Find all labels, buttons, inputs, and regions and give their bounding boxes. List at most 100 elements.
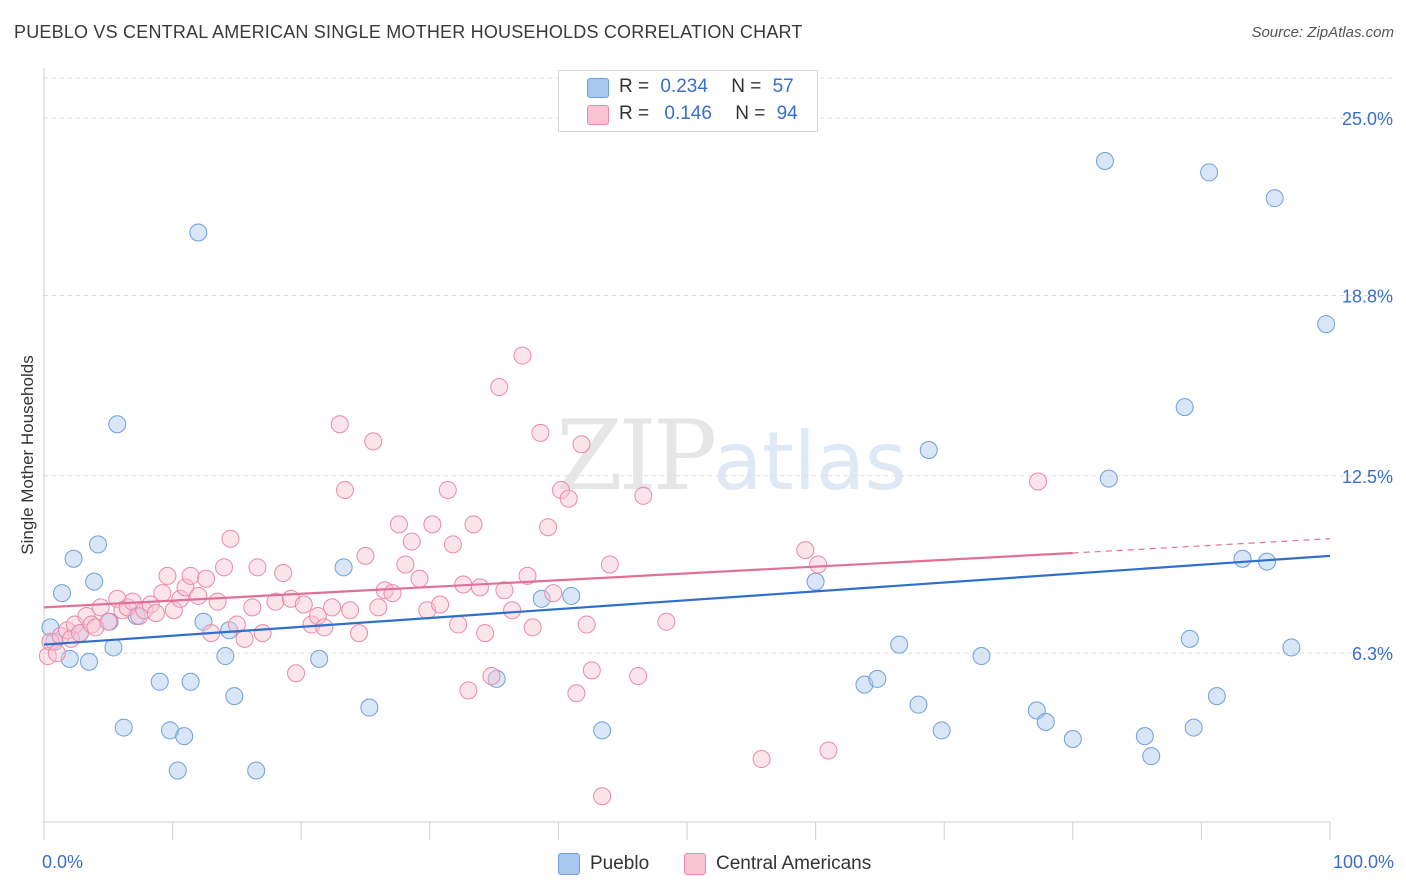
central-american-point	[482, 667, 501, 686]
central-american-point	[248, 558, 267, 577]
pueblo-point	[1265, 189, 1284, 208]
central-american-point	[796, 541, 815, 560]
pueblo-point	[85, 572, 104, 591]
pueblo-point	[932, 721, 951, 740]
central-american-point	[341, 601, 360, 620]
central-american-point	[559, 489, 578, 508]
central-american-point	[423, 515, 442, 534]
pueblo-point	[806, 572, 825, 591]
central-american-point	[146, 604, 165, 623]
central-american-point	[819, 741, 838, 760]
y-axis-title: Single Mother Households	[18, 355, 37, 555]
central-american-point	[449, 615, 468, 634]
pueblo-point	[1317, 315, 1336, 334]
central-american-point	[274, 564, 293, 583]
central-american-point	[287, 664, 306, 683]
central-american-point	[389, 515, 408, 534]
series-legend-central: Central Americans	[684, 852, 871, 876]
pueblo-point	[1142, 747, 1161, 766]
pueblo-point	[114, 718, 133, 737]
pueblo-point	[1184, 718, 1203, 737]
central-american-point	[629, 667, 648, 686]
legend-swatch-pueblo	[587, 78, 609, 98]
pueblo-point	[593, 721, 612, 740]
x-axis-label-left: 0.0%	[42, 852, 84, 872]
central-american-point	[176, 578, 195, 597]
legend-r-label: R =	[619, 76, 650, 97]
legend-n-value: 57	[772, 76, 794, 97]
central-american-point	[476, 624, 495, 643]
central-american-point	[539, 518, 558, 537]
central-american-point	[356, 546, 375, 565]
pueblo-point	[89, 535, 108, 554]
chart-title: PUEBLO VS CENTRAL AMERICAN SINGLE MOTHER…	[14, 22, 803, 42]
central-american-point	[164, 601, 183, 620]
zipatlas-watermark: ZIPatlas	[556, 400, 907, 512]
central-american-point	[657, 612, 676, 631]
central-american-point	[141, 595, 160, 614]
legend-n-label: N =	[731, 76, 762, 97]
central-american-point	[335, 481, 354, 500]
pueblo-point	[189, 223, 208, 242]
central-american-point	[350, 624, 369, 643]
pueblo-point	[1282, 638, 1301, 657]
central-american-point	[582, 661, 601, 680]
central-american-point	[544, 584, 563, 603]
central-american-point	[577, 615, 596, 634]
pueblo-point	[1095, 151, 1114, 170]
central-american-point	[459, 681, 478, 700]
legend-r-value: 0.234	[660, 76, 708, 97]
pueblo-point	[562, 586, 581, 605]
pueblo-point	[1180, 629, 1199, 648]
central-american-point	[308, 606, 327, 625]
legend-swatch-central	[587, 105, 609, 125]
pueblo-point	[532, 589, 551, 608]
pueblo-point	[1099, 469, 1118, 488]
watermark-zip: ZIP	[556, 400, 717, 512]
pueblo-point	[53, 584, 72, 603]
central-american-point	[253, 624, 272, 643]
pueblo-point	[108, 415, 127, 434]
central-american-point	[215, 558, 234, 577]
pueblo-point	[181, 672, 200, 691]
pueblo-point	[80, 652, 99, 671]
central-american-point	[593, 787, 612, 806]
pueblo-point	[104, 638, 123, 657]
series-legend-label-central: Central Americans	[716, 853, 872, 874]
series-legend-label-pueblo: Pueblo	[590, 853, 650, 874]
central-american-point	[396, 555, 415, 574]
pueblo-point	[310, 649, 329, 668]
central-american-point	[1029, 472, 1048, 491]
central-american-point	[221, 529, 240, 548]
series-legend-swatch-pueblo	[558, 853, 580, 875]
central-american-point	[208, 592, 227, 611]
central-american-point	[523, 618, 542, 637]
pueblo-point	[1036, 712, 1055, 731]
central-american-point	[464, 515, 483, 534]
central-american-point	[410, 569, 429, 588]
pueblo-point	[1063, 730, 1082, 749]
central-american-point	[158, 566, 177, 585]
pueblo-point	[1200, 163, 1219, 182]
central-american-point	[323, 598, 342, 617]
correlation-legend: R = 0.234 N = 57 R = 0.146 N = 94	[558, 70, 818, 132]
y-tick-label: 12.5%	[1342, 467, 1393, 487]
central-american-point	[438, 481, 457, 500]
central-american-point	[153, 584, 172, 603]
central-american-trend-line	[43, 551, 1073, 609]
central-american-point	[47, 644, 66, 663]
pueblo-point	[175, 727, 194, 746]
central-american-point	[470, 578, 489, 597]
legend-r-label: R =	[619, 103, 650, 124]
central-american-point	[503, 601, 522, 620]
pueblo-trend-line	[43, 554, 1331, 646]
y-tick-label: 18.8%	[1342, 286, 1393, 306]
source-label: Source: ZipAtlas.com	[1251, 24, 1394, 41]
pueblo-point	[247, 761, 266, 780]
central-american-point	[634, 486, 653, 505]
series-legend-swatch-central	[684, 853, 706, 875]
series-legend-pueblo: Pueblo	[558, 852, 649, 876]
pueblo-point	[1233, 549, 1252, 568]
central-american-point	[431, 595, 450, 614]
